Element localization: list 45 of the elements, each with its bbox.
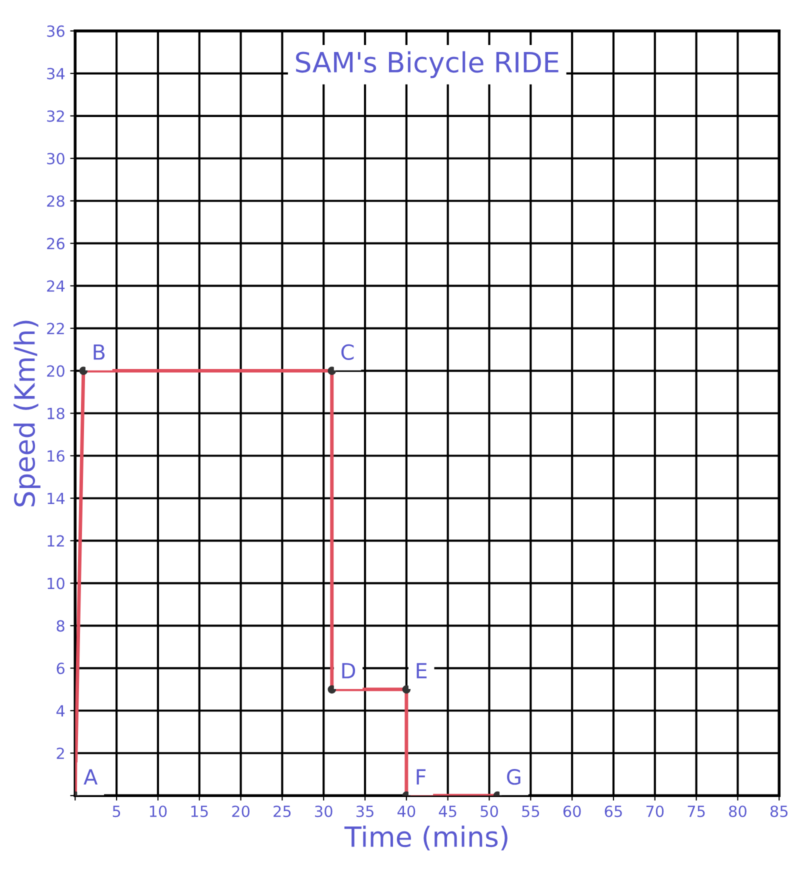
x-tick-label: 5 bbox=[112, 806, 120, 818]
y-tick-label: 8 bbox=[56, 620, 64, 632]
annotation: A bbox=[84, 769, 98, 784]
y-tick-label: 14 bbox=[48, 492, 65, 504]
y-tick-label: 24 bbox=[47, 280, 65, 292]
x-tick-label: 55 bbox=[522, 806, 540, 818]
annotation: E bbox=[416, 663, 427, 678]
y-tick-label: 6 bbox=[56, 662, 64, 674]
x-tick-label: 15 bbox=[191, 806, 208, 818]
x-tick-label: 25 bbox=[274, 806, 291, 818]
y-tick-label: 4 bbox=[56, 705, 65, 716]
y-tick-label: 34 bbox=[47, 68, 65, 80]
x-tick-label: 45 bbox=[438, 806, 456, 818]
x-tick-label: 80 bbox=[729, 806, 746, 818]
x-axis-title: Time (mins) bbox=[344, 826, 508, 850]
annotation: F bbox=[416, 769, 426, 784]
y-tick-label: 32 bbox=[47, 110, 64, 122]
x-tick-label: 30 bbox=[315, 806, 332, 818]
annotation: C bbox=[341, 344, 354, 360]
y-tick-label: 10 bbox=[48, 578, 64, 590]
x-tick-label: 70 bbox=[646, 806, 664, 818]
y-tick-label: 22 bbox=[47, 322, 64, 334]
x-tick-label: 65 bbox=[604, 806, 622, 818]
y-tick-label: 16 bbox=[48, 450, 64, 462]
y-tick-label: 28 bbox=[47, 195, 64, 207]
text: SAM's Bicycle RIDE bbox=[296, 51, 558, 78]
annotation: D bbox=[342, 663, 356, 678]
x-tick-label: 60 bbox=[563, 806, 581, 818]
y-tick-label: 20 bbox=[47, 365, 64, 377]
x-tick-label: 35 bbox=[356, 806, 374, 818]
x-tick-label: 40 bbox=[397, 806, 416, 818]
x-tick-label: 75 bbox=[688, 806, 705, 818]
y-tick-label: 12 bbox=[48, 535, 64, 547]
y-tick-label: 18 bbox=[48, 408, 64, 420]
x-tick-label: 10 bbox=[150, 806, 167, 818]
x-tick-label: 50 bbox=[480, 806, 498, 818]
y-tick-label: 36 bbox=[47, 25, 64, 37]
annotation: B bbox=[94, 344, 105, 360]
x-tick-label: 20 bbox=[232, 806, 250, 818]
x-tick-label: 85 bbox=[770, 806, 788, 818]
y-tick-label: 30 bbox=[47, 152, 64, 164]
y-axis-title: Speed (Km/h) bbox=[14, 320, 40, 506]
y-tick-label: 2 bbox=[56, 748, 64, 759]
annotation: G bbox=[507, 769, 520, 785]
y-tick-label: 26 bbox=[47, 238, 64, 250]
